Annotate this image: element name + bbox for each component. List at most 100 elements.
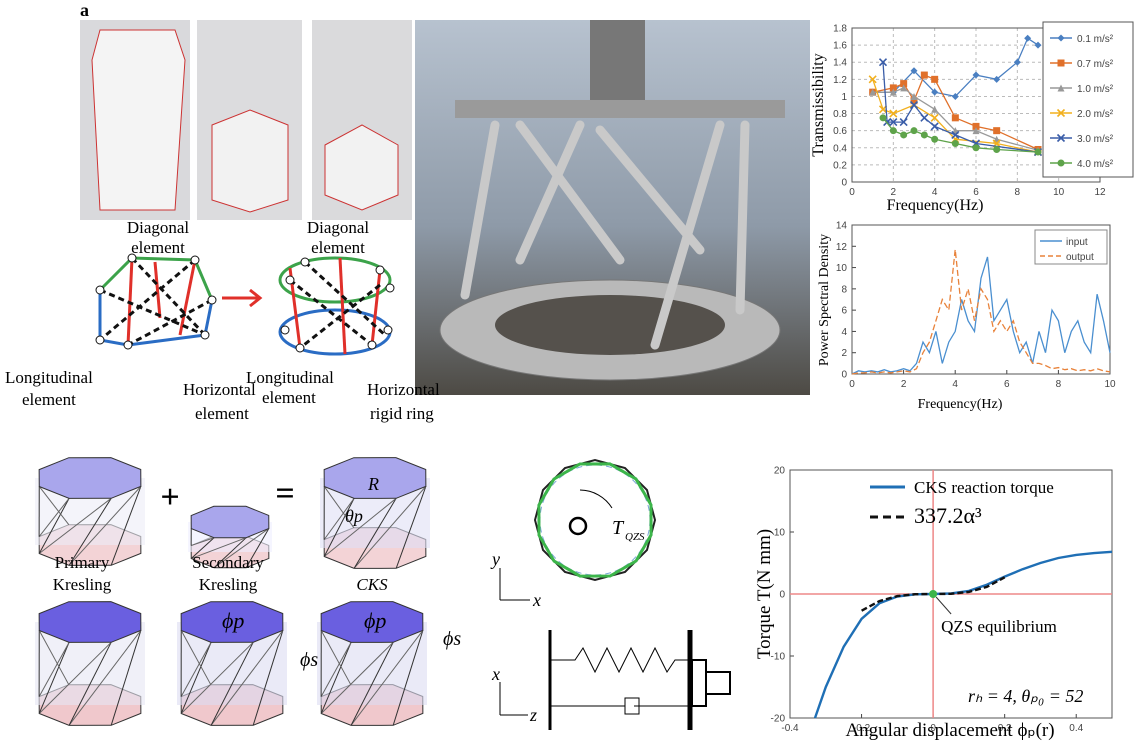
panel-label: a [80, 0, 89, 20]
marker [921, 114, 928, 121]
label: Longitudinal [5, 368, 93, 387]
marker [1058, 160, 1065, 167]
symbol: R [367, 474, 379, 494]
axis-label: x [532, 590, 541, 610]
y-tick-label: 10 [836, 263, 848, 274]
photo-object [590, 20, 645, 100]
x-tick-label: 8 [1015, 187, 1021, 198]
symbol: ϕs [300, 649, 318, 671]
x-tick-label: -0.4 [781, 723, 799, 734]
photo-object [212, 110, 288, 212]
label: rigid ring [370, 404, 434, 423]
axis-label: z [529, 705, 537, 725]
symbol: ϕp [364, 608, 386, 633]
symbol: ϕs [443, 628, 461, 650]
marker [993, 127, 1000, 134]
photo-object [455, 100, 785, 118]
label: element [195, 404, 249, 423]
figure: a Diagonal element Longitudinal element … [0, 0, 1136, 746]
legend-label: output [1066, 252, 1094, 263]
marker [931, 106, 938, 113]
x-tick-label: 0.4 [1069, 723, 1083, 734]
marker [921, 72, 928, 79]
y-tick-label: 1.8 [833, 24, 847, 35]
label: element [131, 238, 185, 257]
y-tick-label: 2 [841, 348, 847, 359]
y-tick-label: 0 [841, 370, 847, 381]
legend-label: input [1066, 237, 1088, 248]
label: Secondary [192, 553, 264, 572]
marker [880, 114, 887, 121]
label: Diagonal [127, 218, 190, 237]
prism-top [39, 458, 141, 499]
y-tick-label: 12 [836, 242, 848, 253]
legend-label: 337.2α³ [914, 503, 982, 528]
y-tick-label: 10 [774, 528, 786, 539]
symbol: ϕp [222, 608, 244, 633]
y-tick-label: 1.2 [833, 75, 847, 86]
y-tick-label: 14 [836, 221, 848, 232]
y-tick-label: 20 [774, 466, 786, 477]
y-tick-label: 0 [779, 590, 785, 601]
series-line [852, 257, 1110, 374]
marker [952, 140, 959, 147]
marker [952, 114, 959, 121]
axis-label: x [491, 664, 500, 684]
legend-label: 2.0 m/s² [1077, 109, 1114, 120]
x-tick-label: 12 [1094, 187, 1106, 198]
annotation-leader [936, 597, 951, 614]
y-tick-label: 0.4 [833, 143, 847, 154]
marker [1024, 35, 1031, 42]
legend-label: 4.0 m/s² [1077, 159, 1114, 170]
note: rₕ = 4, θₚ₀ = 52 [968, 686, 1083, 706]
marker [993, 146, 1000, 153]
x-tick-label: 8 [1056, 379, 1062, 390]
equals: = [275, 475, 294, 512]
series-line [852, 250, 1110, 375]
marker [931, 76, 938, 83]
x-tick-label: 0 [849, 187, 855, 198]
y-axis-label: Torque T(N mm) [754, 529, 775, 659]
x-tick-label: 0 [849, 379, 855, 390]
y-tick-label: 0 [841, 178, 847, 189]
x-tick-label: 10 [1104, 379, 1116, 390]
marker [911, 127, 918, 134]
label: Longitudinal [246, 368, 334, 387]
label: Diagonal [307, 218, 370, 237]
marker [1058, 60, 1065, 67]
photo-object [495, 295, 725, 355]
photo-object [92, 30, 185, 210]
annotation-text: QZS equilibrium [941, 617, 1057, 636]
x-tick-label: 6 [1004, 379, 1010, 390]
series-line [873, 38, 1038, 96]
x-tick-label: 10 [1053, 187, 1065, 198]
annotation-point [929, 590, 937, 598]
legend-label: 3.0 m/s² [1077, 134, 1114, 145]
legend-label: 0.1 m/s² [1077, 34, 1114, 45]
axis-label: y [490, 549, 500, 569]
x-axis-label: Frequency(Hz) [918, 397, 1003, 412]
y-tick-label: 1.4 [833, 58, 847, 69]
symbol: QZS [625, 531, 645, 543]
label: element [22, 390, 76, 409]
marker [1035, 42, 1042, 49]
label: Kresling [53, 575, 112, 594]
x-axis-label: Frequency(Hz) [887, 197, 984, 214]
y-axis-label: Transmissibility [810, 53, 827, 156]
label: Kresling [199, 575, 258, 594]
label: Horizontal [367, 380, 440, 399]
marker [900, 131, 907, 138]
x-tick-label: 4 [952, 379, 958, 390]
label: CKS [356, 575, 388, 594]
legend-box [1043, 22, 1133, 177]
legend-label: 0.7 m/s² [1077, 59, 1114, 70]
structure-diagram [100, 258, 390, 354]
y-tick-label: 1.6 [833, 41, 847, 52]
plus: + [160, 479, 179, 516]
marker [921, 131, 928, 138]
y-tick-label: 0.8 [833, 109, 847, 120]
marker [931, 123, 938, 130]
y-tick-label: 0.2 [833, 160, 847, 171]
x-tick-label: 2 [901, 379, 907, 390]
marker [1035, 149, 1042, 156]
